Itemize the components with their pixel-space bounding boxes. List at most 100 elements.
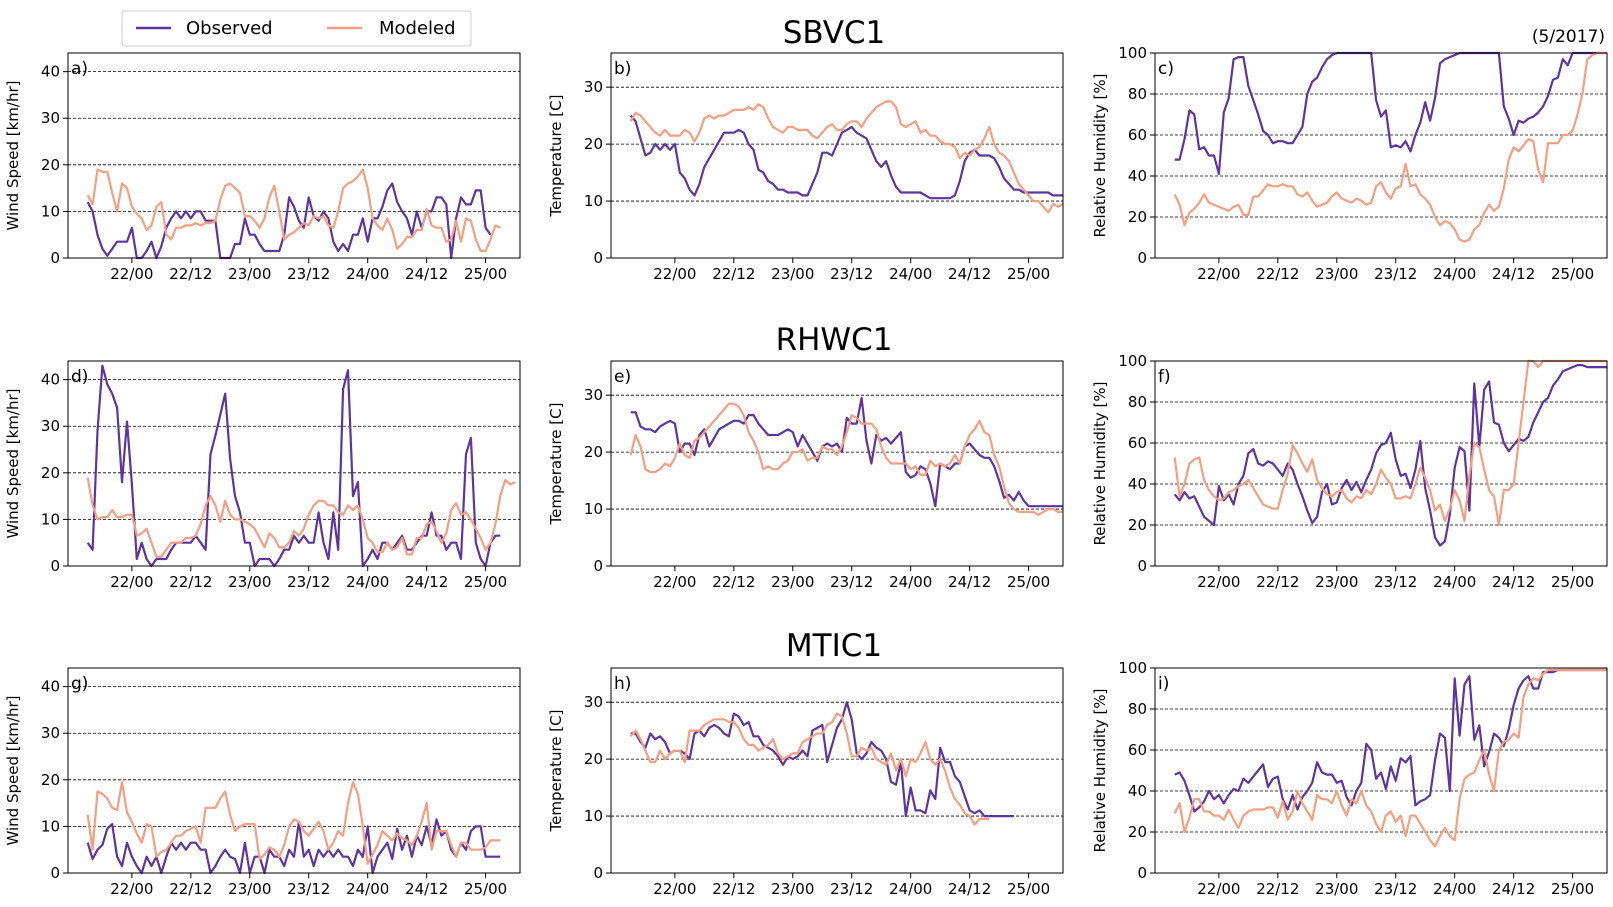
x-tick-label-e-6: 25/00 [1007, 573, 1050, 591]
x-tick-label-a-0: 22/00 [110, 265, 153, 283]
x-tick-label-f-5: 24/12 [1492, 573, 1535, 591]
y-tick-label-d-10: 10 [41, 510, 60, 528]
x-tick-label-a-2: 23/00 [228, 265, 271, 283]
x-tick-label-e-4: 24/00 [889, 573, 932, 591]
x-tick-label-d-1: 22/12 [169, 573, 212, 591]
x-tick-label-h-0: 22/00 [653, 880, 696, 898]
x-tick-label-c-2: 23/00 [1315, 265, 1358, 283]
y-tick-label-a-10: 10 [41, 202, 60, 220]
y-tick-label-i-60: 60 [1128, 741, 1147, 759]
y-axis-label-e: Temperature [C] [547, 403, 565, 526]
panel-tag-h: h) [614, 674, 631, 694]
y-tick-label-f-0: 0 [1137, 557, 1147, 575]
x-tick-label-c-4: 24/00 [1433, 265, 1476, 283]
panel-tag-g: g) [71, 674, 88, 694]
y-axis-label-i: Relative Humidity [%] [1091, 689, 1109, 853]
date-note: (5/2017) [1532, 27, 1605, 47]
panel-b: 0 10 20 30 22/00 22/12 23/00 23/12 24/00 24/12 25/… [547, 52, 1064, 283]
x-tick-label-g-5: 24/12 [405, 880, 448, 898]
panel-h: 0 10 20 30 22/00 22/12 23/00 23/12 24/00 24/12 25/… [547, 667, 1064, 898]
x-tick-label-i-2: 23/00 [1315, 880, 1358, 898]
x-tick-label-a-1: 22/12 [169, 265, 212, 283]
y-tick-label-d-40: 40 [41, 371, 60, 389]
series-line-h-modeled [629, 712, 990, 826]
x-tick-label-f-4: 24/00 [1433, 573, 1476, 591]
y-tick-label-e-20: 20 [584, 443, 603, 461]
x-tick-label-h-5: 24/12 [948, 880, 991, 898]
y-tick-label-i-80: 80 [1128, 700, 1147, 718]
y-tick-label-c-20: 20 [1128, 208, 1147, 226]
panel-e: 0 10 20 30 22/00 22/12 23/00 23/12 24/00 24/12 25/… [547, 360, 1064, 591]
x-tick-label-f-3: 23/12 [1374, 573, 1417, 591]
panel-a: 0 10 20 30 40 22/00 22/12 23/00 23/12 24/00 24/12 2… [4, 52, 521, 283]
y-tick-label-a-20: 20 [41, 156, 60, 174]
x-tick-label-e-1: 22/12 [712, 573, 755, 591]
y-tick-label-g-40: 40 [41, 678, 60, 696]
y-axis-label-b: Temperature [C] [547, 95, 565, 218]
legend-label-observed: Observed [186, 18, 273, 39]
y-tick-label-h-10: 10 [584, 807, 603, 825]
y-axis-label-a: Wind Speed [km/hr] [4, 81, 22, 231]
y-tick-label-g-20: 20 [41, 771, 60, 789]
panel-tag-c: c) [1158, 59, 1174, 79]
station-title-mtic1: MTIC1 [786, 628, 882, 664]
x-tick-label-b-4: 24/00 [889, 265, 932, 283]
y-tick-label-h-30: 30 [584, 693, 603, 711]
x-tick-label-b-6: 25/00 [1007, 265, 1050, 283]
y-tick-label-f-100: 100 [1118, 352, 1147, 370]
series-line-e-modeled [629, 402, 1063, 516]
x-tick-label-a-3: 23/12 [287, 265, 330, 283]
x-tick-label-i-5: 24/12 [1492, 880, 1535, 898]
x-tick-label-h-6: 25/00 [1007, 880, 1050, 898]
y-tick-label-b-0: 0 [593, 249, 603, 267]
axes-frame-e [610, 360, 1064, 567]
x-tick-label-e-5: 24/12 [948, 573, 991, 591]
y-tick-label-i-40: 40 [1128, 782, 1147, 800]
y-tick-label-i-0: 0 [1137, 864, 1147, 882]
y-tick-label-c-40: 40 [1128, 167, 1147, 185]
x-tick-label-c-3: 23/12 [1374, 265, 1417, 283]
axes-frame-g [67, 667, 521, 874]
x-tick-label-f-2: 23/00 [1315, 573, 1358, 591]
axes-frame-f [1154, 360, 1608, 567]
series-line-g-modeled [86, 780, 501, 865]
panel-i: 0 20 40 60 80 100 22/00 22/12 23/00 23/12 24/00 24/… [1091, 659, 1608, 898]
x-tick-label-g-4: 24/00 [346, 880, 389, 898]
station-title-rhwc1: RHWC1 [776, 322, 893, 358]
series-line-d-modeled [86, 477, 516, 558]
x-tick-label-b-1: 22/12 [712, 265, 755, 283]
x-tick-label-d-6: 25/00 [464, 573, 507, 591]
x-tick-label-d-2: 23/00 [228, 573, 271, 591]
x-tick-label-i-6: 25/00 [1551, 880, 1594, 898]
x-tick-label-e-0: 22/00 [653, 573, 696, 591]
panel-tag-e: e) [614, 367, 631, 387]
series-line-i-modeled [1173, 668, 1607, 848]
y-axis-label-g: Wind Speed [km/hr] [4, 696, 22, 846]
panel-tag-i: i) [1158, 674, 1169, 694]
x-tick-label-b-2: 23/00 [771, 265, 814, 283]
x-tick-label-i-1: 22/12 [1256, 880, 1299, 898]
axes-frame-d [67, 360, 521, 567]
y-tick-label-g-10: 10 [41, 817, 60, 835]
series-line-c-modeled [1173, 51, 1607, 243]
y-tick-label-c-0: 0 [1137, 249, 1147, 267]
y-tick-label-f-40: 40 [1128, 475, 1147, 493]
x-tick-label-f-1: 22/12 [1256, 573, 1299, 591]
x-tick-label-g-6: 25/00 [464, 880, 507, 898]
series-line-g-observed [86, 818, 501, 875]
x-tick-label-i-3: 23/12 [1374, 880, 1417, 898]
y-tick-label-e-30: 30 [584, 386, 603, 404]
x-tick-label-h-3: 23/12 [830, 880, 873, 898]
x-tick-label-f-0: 22/00 [1197, 573, 1240, 591]
station-title-sbvc1: SBVC1 [783, 15, 886, 51]
panel-tag-a: a) [71, 59, 88, 79]
x-tick-label-b-5: 24/12 [948, 265, 991, 283]
y-axis-label-d: Wind Speed [km/hr] [4, 389, 22, 539]
series-line-a-modeled [86, 168, 501, 253]
y-tick-label-f-60: 60 [1128, 434, 1147, 452]
y-axis-label-h: Temperature [C] [547, 710, 565, 833]
x-tick-label-i-4: 24/00 [1433, 880, 1476, 898]
panel-tag-d: d) [71, 367, 88, 387]
x-tick-label-i-0: 22/00 [1197, 880, 1240, 898]
series-line-h-observed [630, 701, 1014, 818]
